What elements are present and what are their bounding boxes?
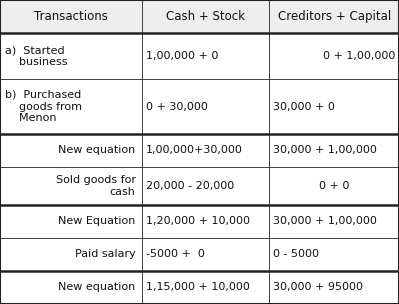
- Text: Cash + Stock: Cash + Stock: [166, 10, 245, 23]
- Text: Transactions: Transactions: [34, 10, 108, 23]
- Text: Paid salary: Paid salary: [75, 250, 136, 260]
- Text: 30,000 + 1,00,000: 30,000 + 1,00,000: [273, 145, 377, 155]
- Text: 30,000 + 95000: 30,000 + 95000: [273, 282, 363, 292]
- Text: 1,00,000+30,000: 1,00,000+30,000: [146, 145, 243, 155]
- Text: 0 + 1,00,000: 0 + 1,00,000: [323, 51, 395, 61]
- Text: Sold goods for
cash: Sold goods for cash: [55, 175, 136, 197]
- Text: 30,000 + 1,00,000: 30,000 + 1,00,000: [273, 216, 377, 226]
- Text: -5000 +  0: -5000 + 0: [146, 250, 205, 260]
- Text: 20,000 - 20,000: 20,000 - 20,000: [146, 181, 234, 191]
- Text: a)  Started
    business: a) Started business: [5, 45, 67, 67]
- Text: 0 + 30,000: 0 + 30,000: [146, 102, 207, 112]
- Text: 1,20,000 + 10,000: 1,20,000 + 10,000: [146, 216, 250, 226]
- Text: New equation: New equation: [58, 145, 136, 155]
- Text: 1,15,000 + 10,000: 1,15,000 + 10,000: [146, 282, 249, 292]
- Text: New Equation: New Equation: [58, 216, 136, 226]
- Text: 0 - 5000: 0 - 5000: [273, 250, 319, 260]
- Text: 30,000 + 0: 30,000 + 0: [273, 102, 335, 112]
- Text: b)  Purchased
    goods from
    Menon: b) Purchased goods from Menon: [5, 90, 82, 123]
- Text: Creditors + Capital: Creditors + Capital: [278, 10, 391, 23]
- Bar: [0, 0, 399, 33]
- Text: 1,00,000 + 0: 1,00,000 + 0: [146, 51, 218, 61]
- Text: New equation: New equation: [58, 282, 136, 292]
- Text: 0 + 0: 0 + 0: [319, 181, 350, 191]
